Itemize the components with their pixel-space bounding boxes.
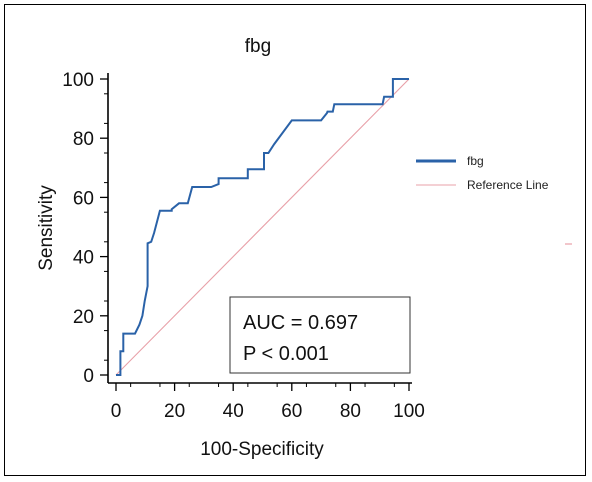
y-tick-label-0: 0 (83, 366, 94, 387)
x-tick-label-0: 0 (111, 401, 122, 422)
y-tick-label-80: 80 (73, 129, 94, 150)
y-axis-ticks: 0 20 40 60 80 100 (62, 70, 108, 387)
legend-label-reference: Reference Line (467, 178, 549, 192)
reference-line (115, 78, 410, 376)
roc-curve-fbg (116, 78, 409, 376)
p-value-text: P < 0.001 (243, 343, 329, 365)
y-tick-label-60: 60 (73, 188, 94, 209)
legend-label-fbg: fbg (467, 154, 484, 168)
annotation-box: AUC = 0.697 P < 0.001 (229, 296, 411, 374)
x-tick-label-60: 60 (281, 401, 302, 422)
x-tick-label-40: 40 (223, 401, 244, 422)
y-tick-label-20: 20 (73, 307, 94, 328)
figure-frame (4, 4, 586, 476)
x-axis-title: 100-Specificity (200, 439, 324, 460)
y-tick-label-100: 100 (62, 70, 94, 91)
x-axis-ticks: 0 20 40 60 80 100 (111, 383, 425, 422)
legend: fbg Reference Line (416, 154, 549, 192)
auc-text: AUC = 0.697 (243, 312, 358, 334)
x-tick-label-20: 20 (164, 401, 185, 422)
y-axis-title: Sensitivity (36, 185, 57, 271)
x-tick-label-80: 80 (340, 401, 361, 422)
y-tick-label-40: 40 (73, 248, 94, 269)
x-tick-label-100: 100 (393, 401, 425, 422)
chart-title: fbg (245, 36, 271, 57)
